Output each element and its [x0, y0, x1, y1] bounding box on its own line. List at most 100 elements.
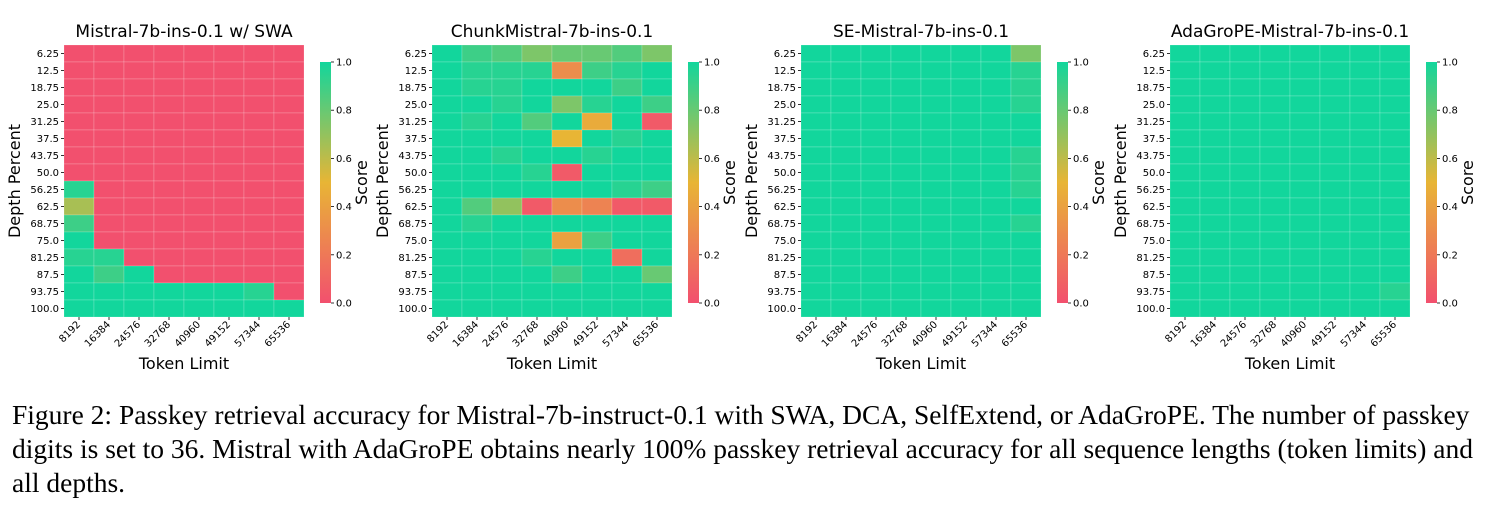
colorbar-tick-label: 0.2 [336, 250, 352, 261]
heatmap-cell [93, 282, 125, 301]
heatmap-cell [890, 231, 922, 250]
heatmap-cell [1169, 44, 1201, 63]
heatmap-cell [521, 129, 553, 148]
heatmap-cell [1259, 180, 1291, 199]
heatmap-cell [830, 129, 862, 148]
heatmap-cell [243, 197, 275, 216]
y-tick-label: 37.5 [405, 134, 427, 145]
heatmap-cell [1199, 299, 1231, 318]
heatmap-cell [611, 282, 643, 301]
heatmap-cell [1199, 95, 1231, 114]
heatmap-panel-4: AdaGroPE-Mistral-7b-ins-0.1 6.25 12.5 18.75… [1111, 22, 1477, 373]
heatmap-cell [273, 112, 305, 131]
heatmap-cell [1229, 163, 1261, 182]
heatmap-cell [273, 146, 305, 165]
heatmap-cell [183, 146, 215, 165]
colorbar-tick-label: 0.4 [704, 202, 720, 213]
heatmap-cell [890, 146, 922, 165]
heatmap-cell [611, 248, 643, 267]
heatmap-cell [1379, 95, 1411, 114]
heatmap-cell [93, 231, 125, 250]
heatmap-cell [611, 112, 643, 131]
heatmap-cell [1349, 95, 1381, 114]
x-tick-label: 32768 [143, 319, 173, 349]
y-tick-label: 25.0 [405, 100, 427, 111]
panel-title: ChunkMistral-7b-ins-0.1 [451, 22, 653, 42]
heatmap-cell [1349, 163, 1381, 182]
y-tick-label: 12.5 [405, 66, 427, 77]
heatmap-cell [1289, 163, 1321, 182]
colorbar-tick-label: 0.8 [1442, 106, 1458, 117]
heatmap-cell [1289, 78, 1321, 97]
heatmap-cell [950, 231, 982, 250]
heatmap-cell [213, 214, 245, 233]
heatmap-cell [431, 214, 463, 233]
y-tick-label: 100.0 [30, 304, 59, 315]
y-tick-label: 62.5 [37, 202, 59, 213]
heatmap-cell [123, 231, 155, 250]
heatmap-cell [213, 61, 245, 80]
heatmap-cell [123, 248, 155, 267]
heatmap-cell [950, 214, 982, 233]
heatmap-cell [273, 282, 305, 301]
y-tick-label: 81.25 [767, 253, 796, 264]
heatmap-cell [800, 163, 832, 182]
y-tick-label: 31.25 [767, 117, 796, 128]
y-tick-label: 87.5 [405, 270, 427, 281]
heatmap-cell [950, 112, 982, 131]
heatmap-cell [800, 231, 832, 250]
heatmap-cell [800, 265, 832, 284]
heatmap-cell [980, 112, 1012, 131]
heatmap-cell [1010, 129, 1042, 148]
heatmap-cell [1319, 282, 1351, 301]
heatmap-cell [551, 299, 583, 318]
y-tick-label: 50.0 [405, 168, 427, 179]
heatmap-cell [273, 265, 305, 284]
heatmap-cell [461, 61, 493, 80]
heatmap-cell [860, 299, 892, 318]
y-tick-label: 81.25 [30, 253, 59, 264]
heatmap-cell [1289, 44, 1321, 63]
heatmap-cell [123, 299, 155, 318]
heatmap-cell [860, 197, 892, 216]
heatmap-cell [800, 248, 832, 267]
heatmap-cell [1169, 299, 1201, 318]
heatmap-cell [461, 146, 493, 165]
heatmap-cell [1010, 163, 1042, 182]
heatmap-cell [1319, 44, 1351, 63]
colorbar-label: Score [720, 160, 739, 205]
heatmap-cell [123, 44, 155, 63]
heatmap-cell [920, 61, 952, 80]
heatmap-cell [213, 231, 245, 250]
heatmap-cell [123, 146, 155, 165]
heatmap-cell [461, 78, 493, 97]
heatmap-cell [581, 214, 613, 233]
heatmap-cell [890, 95, 922, 114]
heatmap-cell [1349, 265, 1381, 284]
y-tick-label: 81.25 [398, 253, 427, 264]
y-tick-label: 31.25 [30, 117, 59, 128]
heatmap-cell [1349, 61, 1381, 80]
heatmap-cell [950, 282, 982, 301]
heatmap-cell [183, 197, 215, 216]
x-tick-label: 24576 [113, 319, 143, 349]
heatmap-cell [1169, 78, 1201, 97]
panel-title: SE-Mistral-7b-ins-0.1 [833, 22, 1009, 42]
heatmap-cell [1169, 163, 1201, 182]
heatmap-cell [63, 44, 95, 63]
heatmap-cell [551, 129, 583, 148]
heatmap-cell [860, 231, 892, 250]
heatmap-cell [521, 231, 553, 250]
y-tick-label: 6.25 [37, 49, 59, 60]
colorbar-tick-label: 0.8 [336, 106, 352, 117]
heatmap-cell [1319, 197, 1351, 216]
heatmap-cell [461, 44, 493, 63]
heatmap-cell [830, 44, 862, 63]
heatmap-cell [860, 282, 892, 301]
heatmap-cell [581, 146, 613, 165]
heatmap-cell [581, 95, 613, 114]
heatmap-cell [830, 163, 862, 182]
heatmap-cell [1010, 44, 1042, 63]
heatmap-cell [980, 180, 1012, 199]
heatmap-cell [1349, 44, 1381, 63]
